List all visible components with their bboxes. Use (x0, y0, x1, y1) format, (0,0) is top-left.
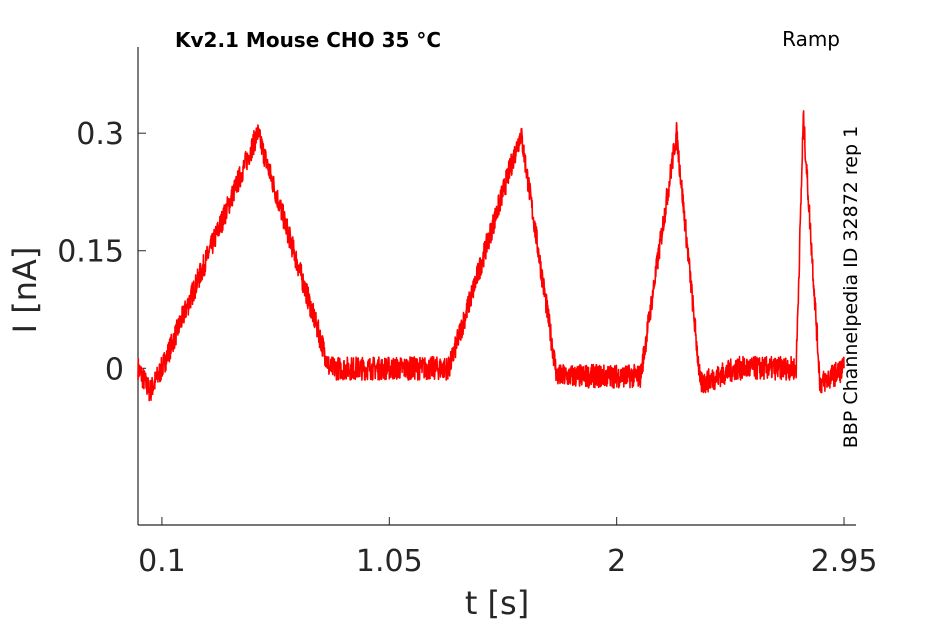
x-tick-label: 2 (607, 544, 626, 579)
axes (137, 47, 856, 526)
trace-layer (137, 110, 845, 402)
x-tick-label: 1.05 (356, 544, 423, 579)
y-tick-label: 0.15 (57, 235, 124, 270)
x-axis-label: t [s] (465, 584, 529, 622)
chart-title: Kv2.1 Mouse CHO 35 °C (175, 28, 441, 52)
source-label: BBP Channelpedia ID 32872 rep 1 (840, 126, 862, 448)
ticks: 0.1 1.05 2 2.95 0 0.15 0.3 (57, 117, 877, 579)
x-tick-label: 0.1 (138, 544, 186, 579)
y-axis-label: I [nA] (6, 247, 44, 334)
series-line (137, 110, 845, 402)
x-tick-label: 2.95 (811, 544, 878, 579)
y-tick-label: 0 (105, 352, 124, 387)
y-tick-label: 0.3 (76, 117, 124, 152)
protocol-label: Ramp (782, 27, 840, 51)
